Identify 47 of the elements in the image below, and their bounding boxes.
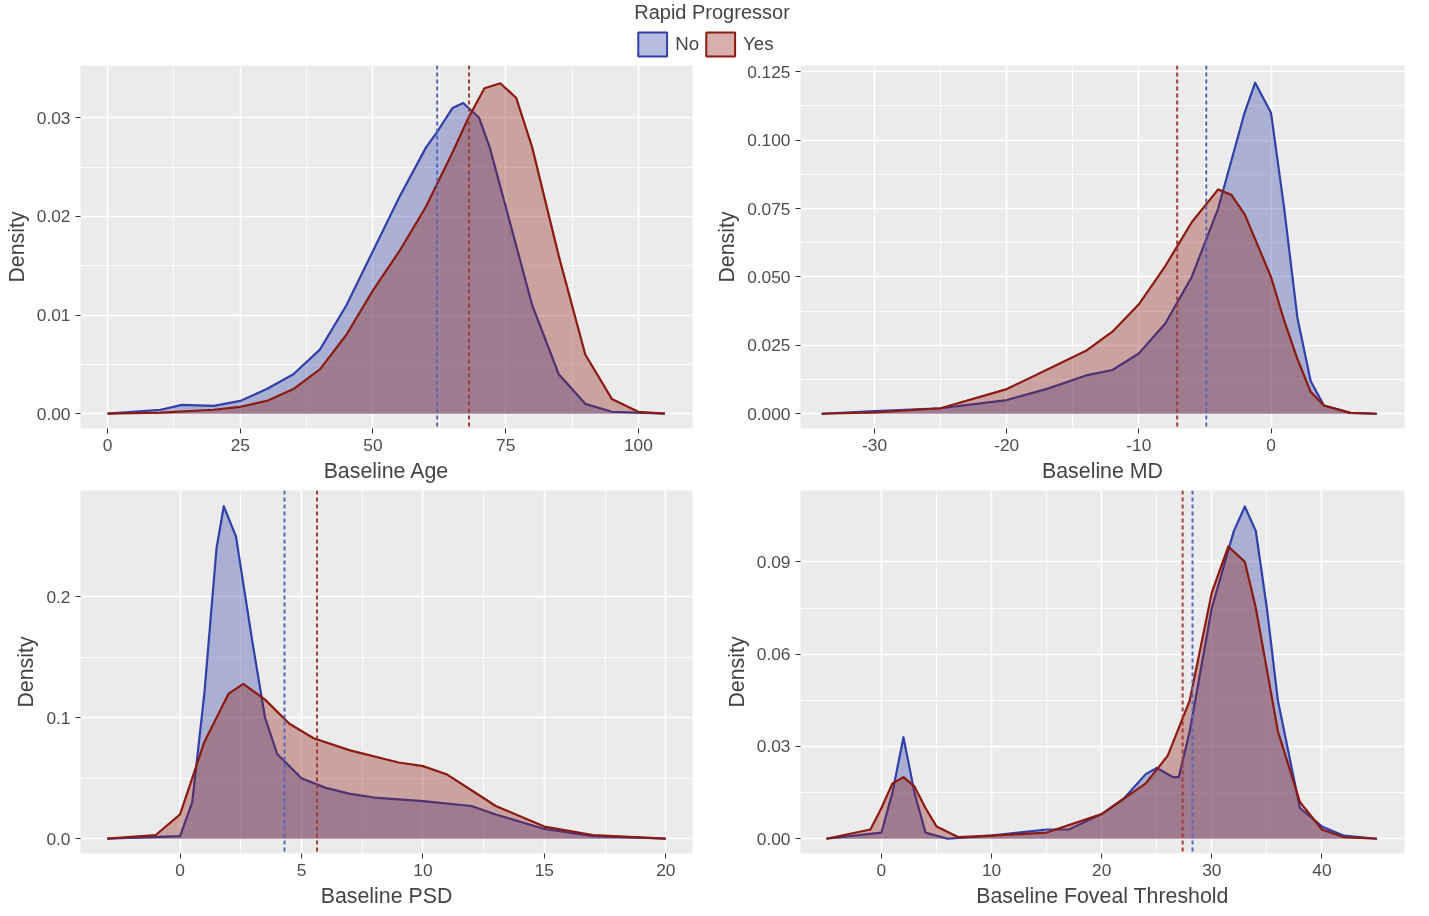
x-tick-label: 0 <box>876 859 887 880</box>
y-tick-label: 0.03 <box>36 107 71 128</box>
y-tick-label: 0.2 <box>46 586 71 607</box>
legend-label: No <box>675 33 700 55</box>
y-tick-label: 0.02 <box>36 206 71 227</box>
y-axis-title: Density <box>724 636 749 708</box>
y-tick-label: 0.050 <box>747 266 791 287</box>
x-tick-label: 100 <box>623 434 653 455</box>
y-tick-label: 0.00 <box>36 403 71 424</box>
x-tick-label: 15 <box>534 859 554 880</box>
x-axis-title: Baseline PSD <box>320 883 453 908</box>
y-tick-label: 0.0 <box>46 828 71 849</box>
x-tick-label: 25 <box>230 434 250 455</box>
x-tick-label: 10 <box>981 859 1002 880</box>
x-tick-label: 75 <box>496 434 516 455</box>
y-tick-label: 0.125 <box>747 61 791 82</box>
y-tick-label: 0.1 <box>46 707 71 728</box>
y-tick-label: 0.09 <box>756 551 791 572</box>
y-tick-label: 0.100 <box>747 130 791 151</box>
x-tick-label: 5 <box>296 859 307 880</box>
x-tick-label: 0 <box>1266 434 1276 455</box>
legend-label: Yes <box>743 33 774 55</box>
x-tick-label: 0 <box>102 434 113 455</box>
y-tick-label: 0.025 <box>747 335 791 356</box>
x-tick-label: -20 <box>994 434 1020 455</box>
x-tick-label: 10 <box>413 859 433 880</box>
x-tick-label: 30 <box>1202 859 1222 880</box>
x-tick-label: 20 <box>656 859 676 880</box>
y-tick-label: 0.000 <box>747 403 791 424</box>
x-tick-label: 0 <box>175 859 185 880</box>
y-tick-label: 0.075 <box>747 198 791 219</box>
y-axis-title: Density <box>715 211 740 283</box>
y-tick-label: 0.03 <box>756 736 791 757</box>
y-tick-label: 0.00 <box>756 828 791 849</box>
x-tick-label: -30 <box>861 434 888 455</box>
x-axis-title: Baseline Age <box>323 458 449 483</box>
x-tick-label: 50 <box>363 434 383 455</box>
y-tick-label: 0.01 <box>36 305 71 326</box>
x-axis-title: Baseline Foveal Threshold <box>976 883 1229 908</box>
y-tick-label: 0.06 <box>756 644 791 665</box>
x-tick-label: 40 <box>1312 859 1332 880</box>
legend-title: Rapid Progressor <box>634 1 790 24</box>
y-axis-title: Density <box>14 636 39 708</box>
x-axis-title: Baseline MD <box>1042 458 1163 483</box>
x-tick-label: 20 <box>1092 859 1112 880</box>
y-axis-title: Density <box>4 211 29 283</box>
x-tick-label: -10 <box>1126 434 1152 455</box>
